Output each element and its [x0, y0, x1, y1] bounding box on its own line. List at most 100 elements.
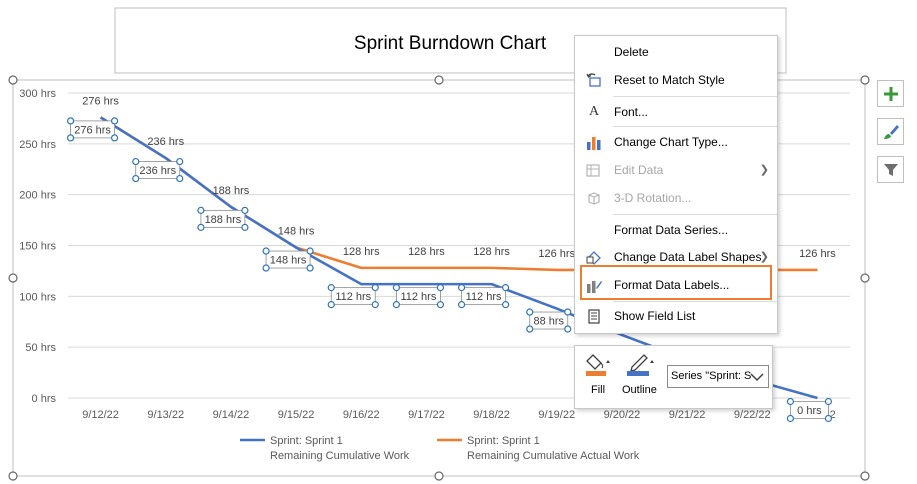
menu-item-font[interactable]: A Font...	[575, 100, 777, 124]
label-handle[interactable]	[262, 247, 270, 255]
outline-button[interactable]: Outline	[620, 352, 664, 402]
label-handle[interactable]	[392, 301, 401, 309]
label-handle[interactable]	[66, 134, 75, 142]
menu-item-change-chart-type[interactable]: Change Chart Type...	[575, 130, 777, 154]
label-handle[interactable]	[110, 117, 119, 125]
data-label[interactable]: 112 hrs	[466, 291, 502, 303]
selected-data-label[interactable]: 88 hrs	[526, 308, 572, 333]
chart-area-handles[interactable]	[8, 75, 870, 481]
selected-data-label[interactable]: 148 hrs	[262, 247, 314, 272]
data-label[interactable]: 112 hrs	[335, 291, 371, 303]
selected-data-label[interactable]: 112 hrs	[457, 284, 510, 309]
resize-handle[interactable]	[434, 75, 444, 85]
selected-data-label[interactable]: 188 hrs	[197, 206, 249, 231]
resize-handle[interactable]	[860, 75, 870, 85]
menu-item-change-data-label-shapes[interactable]: Change Data Label Shapes ❯	[575, 245, 777, 269]
series-select[interactable]: Series "Sprint: S	[667, 365, 769, 388]
y-tick-label: 100 hrs	[19, 291, 56, 303]
label-handle[interactable]	[262, 264, 270, 272]
label-handle[interactable]	[436, 301, 445, 309]
selected-data-label[interactable]: 112 hrs	[327, 284, 379, 309]
fill-button[interactable]: Fill	[583, 352, 617, 402]
label-handle[interactable]	[110, 134, 119, 142]
data-label[interactable]: 236 hrs	[139, 165, 176, 177]
menu-item-format-data-series[interactable]: Format Data Series...	[614, 223, 729, 237]
menu-item-delete[interactable]: Delete	[575, 40, 777, 64]
label-handle[interactable]	[132, 157, 140, 166]
resize-handle[interactable]	[860, 273, 870, 283]
label-handle[interactable]	[824, 414, 833, 423]
menu-item-format-data-labels[interactable]: Format Data Labels...	[575, 273, 777, 297]
chart-styles-button[interactable]	[877, 118, 904, 145]
label-shapes-icon	[585, 249, 603, 265]
legend-label: Remaining Cumulative Work	[270, 450, 410, 462]
selected-data-label[interactable]: 276 hrs	[66, 117, 119, 142]
label-handle[interactable]	[436, 284, 445, 292]
label-handle[interactable]	[66, 117, 75, 125]
label-handle[interactable]	[306, 264, 314, 272]
resize-handle[interactable]	[8, 75, 18, 85]
label-handle[interactable]	[327, 284, 335, 292]
label-handle[interactable]	[327, 301, 335, 309]
data-label[interactable]: 88 hrs	[533, 316, 564, 328]
label-handle[interactable]	[371, 284, 379, 292]
legend-entry[interactable]: Sprint: Sprint 1 Remaining Cumulative Act…	[437, 435, 640, 462]
label-handle[interactable]	[241, 206, 249, 214]
legend-entry[interactable]: Sprint: Sprint 1 Remaining Cumulative Wor…	[240, 435, 410, 462]
label-handle[interactable]	[501, 301, 510, 309]
rotation-3d-icon	[585, 190, 603, 206]
data-label[interactable]: 276 hrs	[74, 124, 111, 136]
label-handle[interactable]	[526, 308, 534, 316]
chart-filters-button[interactable]	[877, 156, 904, 183]
x-tick-label: 9/21/22	[669, 409, 706, 421]
selected-data-label[interactable]: 236 hrs	[132, 157, 184, 183]
data-label[interactable]: 112 hrs	[400, 291, 436, 303]
label-handle[interactable]	[241, 223, 249, 231]
label-handle[interactable]	[176, 157, 184, 166]
label-handle[interactable]	[564, 308, 572, 316]
menu-item-edit-data[interactable]: Edit Data ❯	[575, 158, 777, 182]
label-handle[interactable]	[526, 325, 534, 333]
resize-handle[interactable]	[860, 471, 870, 481]
data-label[interactable]: 148 hrs	[270, 255, 307, 267]
label-handle[interactable]	[786, 397, 795, 406]
resize-handle[interactable]	[434, 471, 444, 481]
data-label[interactable]: 148 hrs	[278, 226, 315, 238]
selected-data-label[interactable]: 0 hrs	[786, 397, 833, 423]
label-handle[interactable]	[786, 414, 795, 423]
label-handle[interactable]	[132, 174, 140, 183]
data-label[interactable]: 236 hrs	[147, 136, 184, 148]
menu-item-3d-rotation[interactable]: 3-D Rotation...	[575, 186, 777, 210]
chart-elements-button[interactable]	[877, 80, 904, 107]
label-handle[interactable]	[564, 325, 572, 333]
label-handle[interactable]	[501, 284, 510, 292]
label-handle[interactable]	[457, 284, 466, 292]
resize-handle[interactable]	[8, 471, 18, 481]
selected-data-label[interactable]: 112 hrs	[392, 284, 445, 309]
menu-item-show-field-list[interactable]: Show Field List	[575, 304, 777, 328]
label-handle[interactable]	[457, 301, 466, 309]
data-label[interactable]: 188 hrs	[205, 214, 242, 226]
legend[interactable]: Sprint: Sprint 1 Remaining Cumulative Wor…	[240, 435, 640, 462]
menu-item-reset-to-match-style[interactable]: Reset to Match Style	[575, 68, 777, 92]
label-handle[interactable]	[197, 223, 205, 231]
data-label[interactable]: 188 hrs	[213, 185, 250, 197]
format-data-labels-highlight	[580, 265, 772, 300]
chart-title[interactable]: Sprint Burndown Chart	[354, 33, 547, 54]
label-handle[interactable]	[392, 284, 401, 292]
label-handle[interactable]	[824, 397, 833, 406]
data-label[interactable]: 128 hrs	[343, 246, 380, 258]
data-label[interactable]: 0 hrs	[797, 405, 822, 417]
data-labels[interactable]: 276 hrs 236 hrs 188 hrs 148 hrs 128 hrs 128 h…	[66, 95, 837, 423]
data-label[interactable]: 126 hrs	[799, 248, 836, 260]
data-label[interactable]: 128 hrs	[408, 246, 445, 258]
label-handle[interactable]	[371, 301, 379, 309]
resize-handle[interactable]	[8, 273, 18, 283]
data-label[interactable]: 128 hrs	[473, 246, 510, 258]
label-handle[interactable]	[197, 206, 205, 214]
label-handle[interactable]	[176, 174, 184, 183]
data-label[interactable]: 126 hrs	[538, 248, 575, 260]
label-handle[interactable]	[306, 247, 314, 255]
data-label[interactable]: 276 hrs	[82, 95, 119, 107]
